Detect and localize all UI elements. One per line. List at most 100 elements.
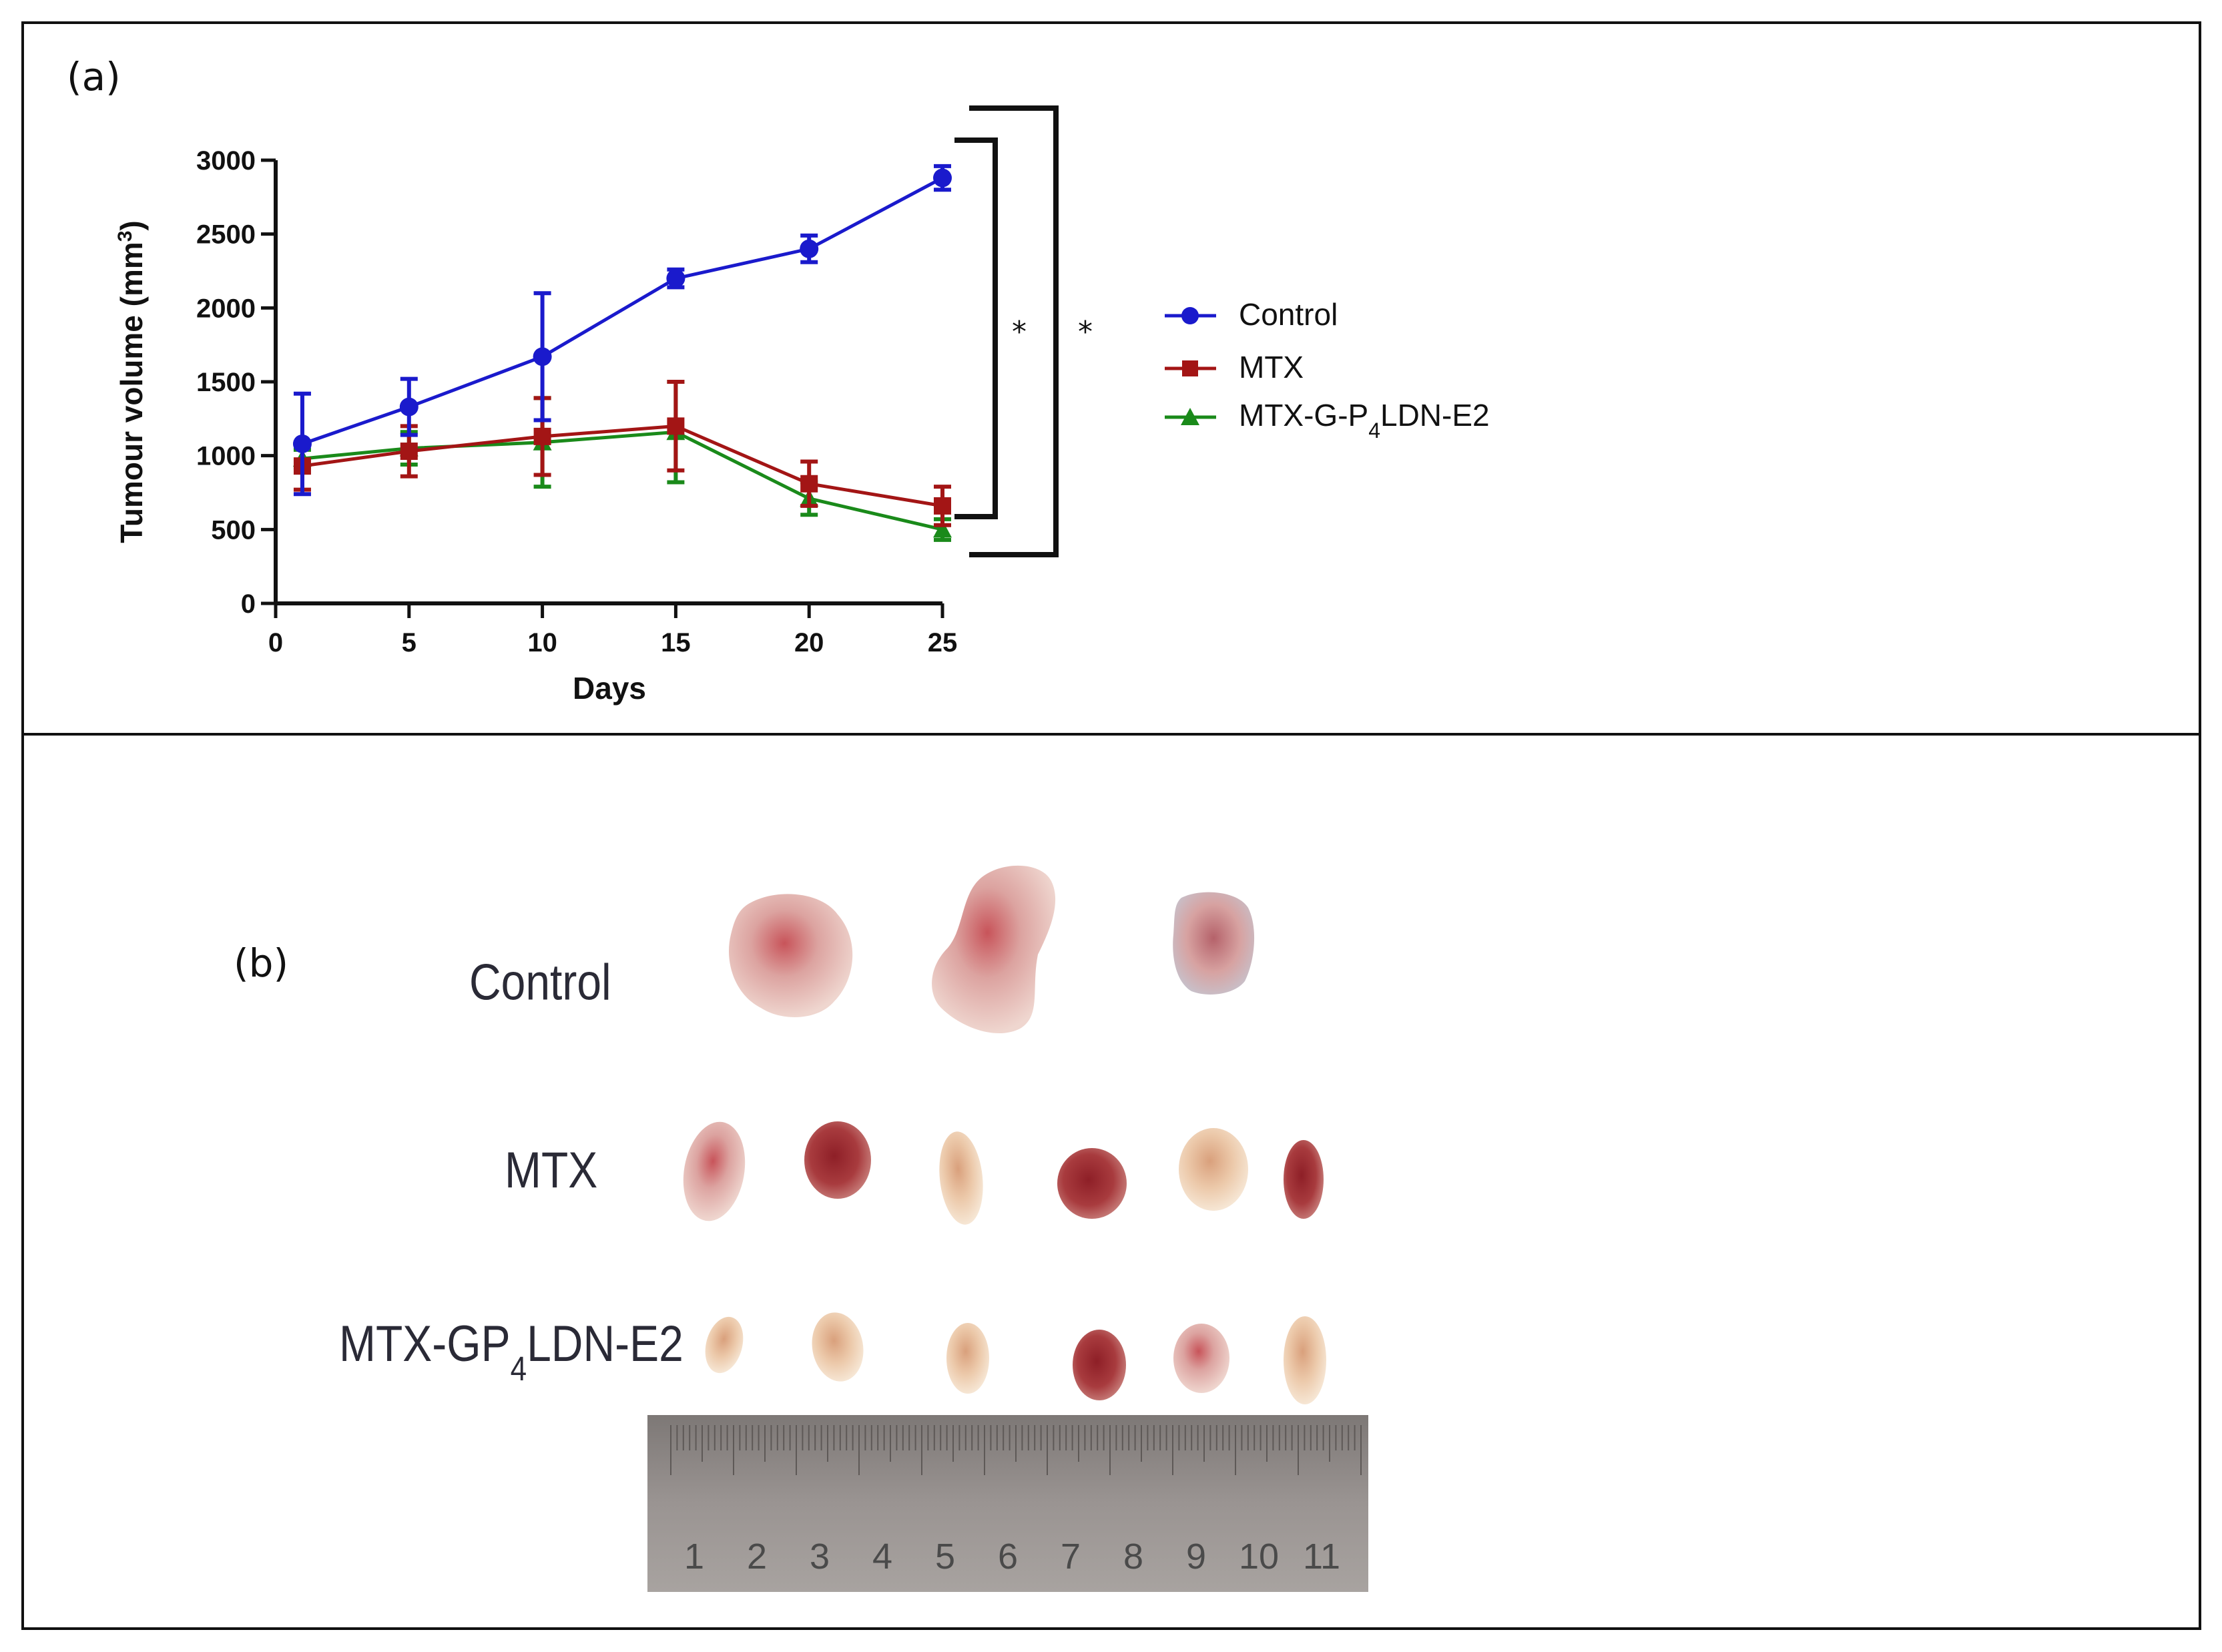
- y-axis-title-tail: ): [114, 220, 149, 230]
- data-point: [292, 434, 312, 453]
- legend-label-conjugate: MTX-G-P4LDN-E2: [1239, 398, 1490, 443]
- group-label-mtx: MTX: [505, 1143, 597, 1199]
- legend-marker-mtx: [1182, 360, 1198, 376]
- panel-a-label: (a): [67, 54, 121, 99]
- significance-star-1: *: [1012, 315, 1027, 349]
- y-tick-label: 2500: [196, 220, 256, 250]
- bracket-control-vs-mtx: [954, 137, 998, 519]
- tumour-row-conjugate: [705, 1312, 1326, 1404]
- series-line: [302, 176, 944, 446]
- group-label-conjugate-sub: 4: [511, 1350, 527, 1388]
- axes: [274, 160, 942, 605]
- legend-label-mtx: MTX: [1239, 350, 1304, 384]
- y-tick-label: 2000: [196, 294, 256, 323]
- data-point: [667, 417, 685, 435]
- data-point: [933, 520, 952, 538]
- y-tick-label: 3000: [196, 146, 256, 176]
- data-point: [933, 168, 952, 188]
- tumour-conjugate-1: [705, 1316, 744, 1374]
- ruler-number: 11: [1303, 1537, 1340, 1577]
- x-tick-label: 20: [794, 628, 824, 657]
- series-1: [293, 380, 951, 527]
- tumour-conjugate-3: [946, 1323, 989, 1394]
- y-tick-label: 0: [241, 589, 256, 619]
- tumour-mtx-6: [1284, 1140, 1324, 1219]
- group-label-conjugate: MTX-GP4LDN-E2: [339, 1316, 683, 1388]
- ruler-number: 4: [872, 1537, 892, 1577]
- y-axis-title-main: Tumour volume (mm: [114, 242, 149, 543]
- tumour-conjugate-5: [1173, 1324, 1229, 1393]
- data-point: [800, 475, 818, 493]
- group-label-conjugate-main: MTX-GP: [339, 1316, 511, 1372]
- series-layer: [292, 164, 952, 542]
- legend-item-mtx: MTX: [1165, 350, 1304, 384]
- tumour-row-mtx: [683, 1121, 1324, 1225]
- tumour-control-3: [1173, 892, 1255, 995]
- legend-label-conjugate-sub: 4: [1368, 419, 1380, 443]
- tumour-control-2: [932, 865, 1056, 1034]
- x-tick-label: 5: [402, 628, 416, 657]
- ruler-number: 2: [747, 1537, 767, 1577]
- bracket-control-vs-conjugate: [969, 105, 1059, 557]
- ruler-numbers: 1 2 3 4 5 6 7 8 9 10 11: [684, 1537, 1340, 1577]
- y-tick-label: 1000: [196, 442, 256, 471]
- series-line: [302, 424, 943, 508]
- panel-b-frame: [21, 733, 2201, 1630]
- data-point: [800, 239, 819, 258]
- ruler-number: 10: [1239, 1537, 1279, 1577]
- data-point: [400, 443, 418, 461]
- x-axis-title: Days: [573, 671, 646, 706]
- ruler-number: 6: [998, 1537, 1018, 1577]
- y-axis-title: Tumour volume (mm3): [114, 220, 150, 543]
- legend-label-conjugate-main: MTX-G-P: [1239, 398, 1368, 433]
- tumour-conjugate-6: [1284, 1316, 1326, 1404]
- x-tick-label: 25: [928, 628, 958, 657]
- line-chart: 0 500 1000 1500 2000 2500 3000 0 5 10 15 20 25 Days…: [114, 105, 1490, 706]
- tumour-mtx-1: [683, 1121, 746, 1221]
- legend-item-conjugate: MTX-G-P4LDN-E2: [1165, 398, 1490, 443]
- legend-label-control: Control: [1239, 297, 1338, 332]
- tumour-conjugate-2: [812, 1312, 864, 1382]
- tumour-mtx-5: [1179, 1128, 1248, 1211]
- x-tick-label: 10: [527, 628, 557, 657]
- ruler-number: 1: [684, 1537, 704, 1577]
- group-label-control: Control: [469, 954, 611, 1011]
- legend-item-control: Control: [1165, 297, 1338, 332]
- x-tick-label: 15: [661, 628, 691, 657]
- panel-a-frame: [21, 21, 2201, 736]
- x-ticks: 0 5 10 15 20 25: [268, 603, 957, 657]
- data-point: [934, 497, 951, 515]
- group-labels: Control MTX MTX-GP4LDN-E2: [339, 954, 683, 1388]
- series-line: [302, 430, 943, 531]
- legend: Control MTX MTX-G-P4LDN-E2: [1165, 297, 1490, 443]
- ruler-number: 9: [1186, 1537, 1206, 1577]
- significance-star-2: *: [1078, 315, 1093, 349]
- series-2: [292, 380, 952, 542]
- ruler-number: 5: [935, 1537, 955, 1577]
- significance-brackets: * *: [954, 105, 1093, 557]
- legend-marker-conjugate: [1181, 408, 1199, 425]
- legend-label-conjugate-tail: LDN-E2: [1380, 398, 1490, 433]
- ruler-ticks: [670, 1425, 1362, 1475]
- group-label-conjugate-tail: LDN-E2: [527, 1316, 683, 1372]
- panel-b-label: (b): [234, 940, 288, 986]
- data-point: [666, 269, 685, 288]
- data-point: [533, 427, 551, 445]
- ruler-number: 3: [810, 1537, 830, 1577]
- ruler: 1 2 3 4 5 6 7 8 9 10 11: [647, 1415, 1368, 1592]
- tumour-row-control: [729, 865, 1255, 1034]
- tumour-mtx-4: [1057, 1148, 1127, 1219]
- data-point: [399, 397, 419, 417]
- series-0: [292, 164, 952, 497]
- y-tick-label: 1500: [196, 368, 256, 397]
- tumour-conjugate-4: [1073, 1330, 1126, 1400]
- legend-marker-control: [1181, 307, 1199, 324]
- y-ticks: 0 500 1000 1500 2000 2500 3000: [196, 146, 276, 619]
- data-point: [533, 347, 552, 366]
- ruler-number: 7: [1061, 1537, 1081, 1577]
- tumour-mtx-3: [939, 1131, 983, 1225]
- tumour-control-1: [729, 894, 853, 1017]
- tumour-mtx-2: [804, 1121, 871, 1199]
- ruler-number: 8: [1123, 1537, 1143, 1577]
